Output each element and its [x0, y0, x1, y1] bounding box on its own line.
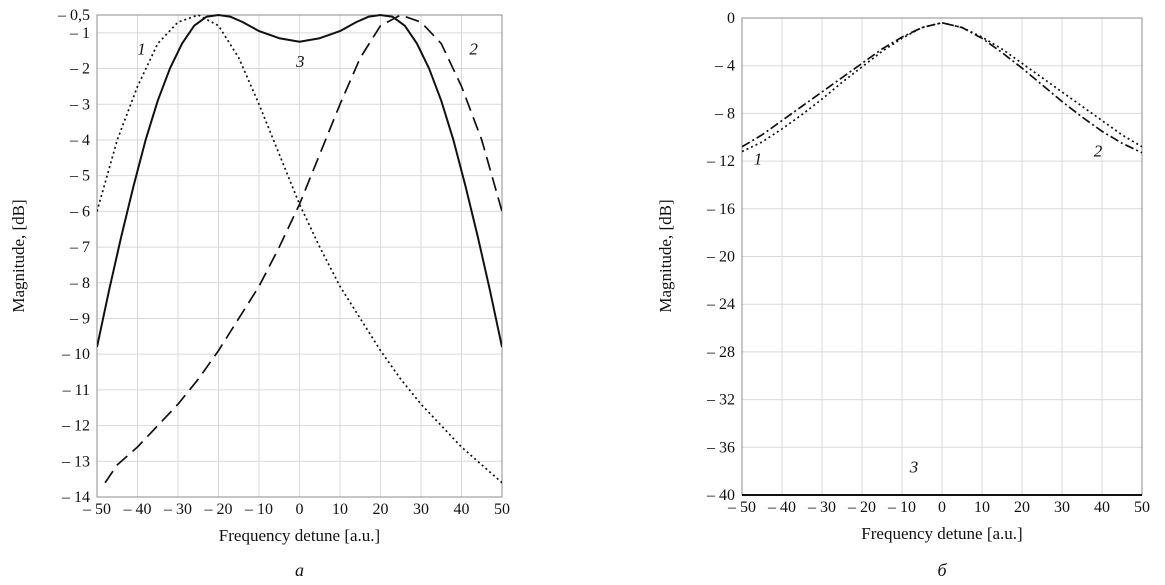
y-tick-label: – 13: [61, 453, 90, 470]
curve-label-1: 1: [754, 150, 763, 169]
panel-letter-a: а: [295, 560, 304, 580]
grid-a: [97, 15, 502, 497]
x-axis-title: Frequency detune [a.u.]: [219, 526, 380, 545]
grid-b: [742, 18, 1142, 495]
x-tick-label: 0: [296, 501, 304, 518]
y-axis-title: Magnitude, [dB]: [656, 199, 675, 312]
y-tick-label: – 12: [61, 418, 90, 435]
y-tick-label: – 9: [69, 310, 90, 327]
y-tick-label: – 1: [69, 25, 90, 42]
y-tick-label: – 32: [706, 392, 735, 409]
curve-label-2: 2: [469, 39, 478, 58]
x-tick-label: – 30: [163, 501, 192, 518]
y-tick-label: – 28: [706, 344, 735, 361]
plot-frame-a: [96, 14, 503, 498]
x-tick-label: – 20: [204, 501, 233, 518]
chart-panel-b: 0– 4– 8– 12– 16– 20– 24– 28– 32– 36– 40–…: [656, 10, 1150, 580]
y-tick-label: – 4: [69, 132, 90, 149]
x-tick-label: 10: [974, 499, 990, 516]
chart-panel-a: – 0,5– 1 – 2 – 3 – 4 – 5 – 6 – 7 – 8 – 9 – 10 – 11…: [9, 7, 510, 580]
x-tick-label: 40: [454, 501, 470, 518]
y-tick-label: – 24: [706, 296, 735, 313]
x-tick-label: – 10: [887, 499, 916, 516]
x-tick-label: 50: [494, 501, 510, 518]
y-tick-label: 0: [727, 10, 735, 27]
x-tick-label: – 10: [244, 501, 273, 518]
series-line-2: [104, 14, 502, 484]
series-line-1: [742, 21, 1142, 154]
x-tick-label: – 30: [807, 499, 836, 516]
y-tick-label: – 4: [714, 58, 735, 75]
x-axis-title: Frequency detune [a.u.]: [861, 524, 1022, 543]
y-tick-label: – 8: [714, 105, 735, 122]
curve-label-1: 1: [137, 39, 146, 58]
y-tick-label: – 3: [69, 96, 90, 113]
y-tick-label: – 10: [61, 346, 90, 363]
x-tick-label: 30: [1054, 499, 1070, 516]
x-tick-label: 20: [373, 501, 389, 518]
y-tick-label: – 6: [69, 203, 90, 220]
series-line-3: [97, 14, 502, 348]
x-tick-label: – 50: [82, 501, 111, 518]
x-tick-label: 0: [938, 499, 946, 516]
x-tick-label: 50: [1134, 499, 1150, 516]
x-tick-label: – 40: [767, 499, 796, 516]
x-tick-label: – 50: [727, 499, 756, 516]
x-tick-label: – 20: [847, 499, 876, 516]
y-tick-label: – 5: [69, 168, 90, 185]
y-axis-title: Magnitude, [dB]: [9, 199, 28, 312]
y-tick-label: – 36: [706, 439, 735, 456]
x-tick-label: 40: [1094, 499, 1110, 516]
y-tick-label: – 40: [706, 487, 735, 504]
curve-label-3: 3: [909, 457, 919, 476]
x-tick-label: 20: [1014, 499, 1030, 516]
panel-letter-b: б: [937, 560, 947, 580]
y-tick-label: – 7: [69, 239, 90, 256]
y-tick-label: – 20: [706, 249, 735, 266]
y-tick-label: – 11: [62, 382, 90, 399]
curve-label-3: 3: [295, 52, 305, 71]
x-tick-label: – 40: [123, 501, 152, 518]
y-tick-label: – 12: [706, 153, 735, 170]
x-tick-label: 30: [413, 501, 429, 518]
x-tick-label: 10: [332, 501, 348, 518]
y-tick-label: – 14: [61, 489, 90, 506]
y-tick-label: – 0,5: [57, 7, 90, 24]
y-tick-label: – 8: [69, 275, 90, 292]
y-tick-label: – 2: [69, 61, 90, 78]
y-tick-label: – 16: [706, 201, 735, 218]
series-line-2: [742, 21, 1142, 153]
curve-label-2: 2: [1094, 141, 1103, 160]
